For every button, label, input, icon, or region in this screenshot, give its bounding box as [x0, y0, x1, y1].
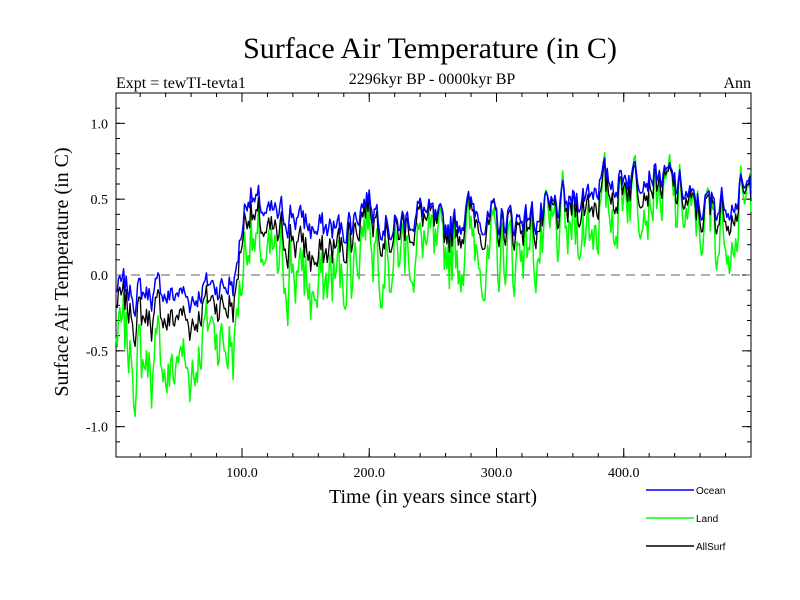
season-label: Ann	[723, 75, 751, 92]
chart-subtitle: 2296kyr BP - 0000kyr BP	[349, 71, 516, 88]
legend: Ocean Land AllSurf	[646, 486, 726, 553]
legend-label-ocean: Ocean	[696, 486, 725, 497]
x-tick-label: 300.0	[481, 466, 513, 481]
series-line-ocean	[115, 157, 752, 317]
y-tick-label: -0.5	[86, 345, 108, 360]
x-axis-label: Time (in years since start)	[329, 486, 537, 508]
x-tick-label: 200.0	[353, 466, 385, 481]
series-line-land	[115, 152, 752, 418]
experiment-label: Expt = tewTI-tevta1	[116, 75, 246, 92]
legend-label-land: Land	[696, 514, 718, 525]
y-tick-label: 1.0	[91, 117, 109, 132]
y-tick-label: 0.5	[91, 193, 109, 208]
y-axis-label: Surface Air Temperature (in C)	[51, 147, 73, 396]
legend-label-allsurf: AllSurf	[696, 542, 726, 553]
y-tick-label: 0.0	[91, 269, 109, 284]
y-tick-label: -1.0	[86, 421, 108, 436]
plot-area	[115, 92, 752, 458]
chart-title: Surface Air Temperature (in C)	[243, 32, 617, 65]
x-tick-label: 400.0	[608, 466, 640, 481]
x-tick-label: 100.0	[226, 466, 258, 481]
